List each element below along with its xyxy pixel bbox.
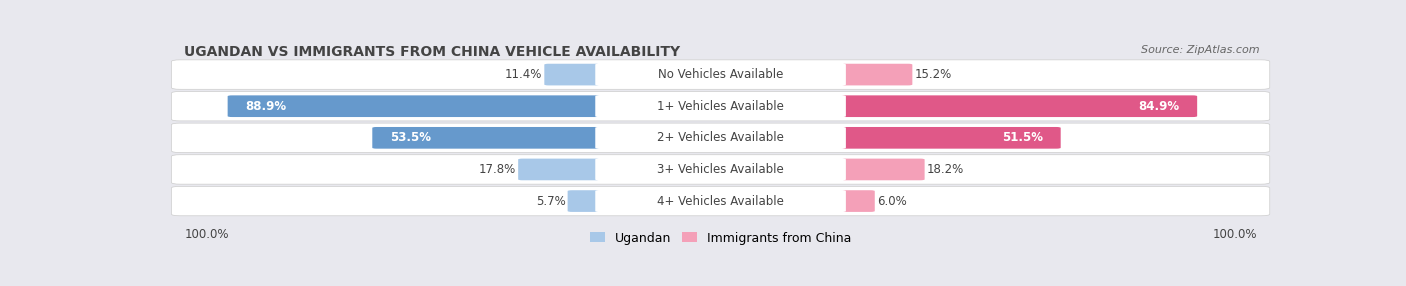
FancyBboxPatch shape (595, 190, 846, 212)
Text: 18.2%: 18.2% (927, 163, 965, 176)
Text: 100.0%: 100.0% (1212, 228, 1257, 241)
FancyBboxPatch shape (595, 158, 846, 180)
Text: Source: ZipAtlas.com: Source: ZipAtlas.com (1142, 45, 1260, 55)
FancyBboxPatch shape (172, 60, 1270, 89)
FancyBboxPatch shape (373, 127, 599, 149)
Text: 15.2%: 15.2% (914, 68, 952, 81)
FancyBboxPatch shape (842, 159, 925, 180)
Text: 4+ Vehicles Available: 4+ Vehicles Available (657, 194, 785, 208)
Text: 51.5%: 51.5% (1002, 131, 1043, 144)
FancyBboxPatch shape (595, 95, 846, 117)
Legend: Ugandan, Immigrants from China: Ugandan, Immigrants from China (586, 228, 855, 248)
FancyBboxPatch shape (172, 155, 1270, 184)
Text: 3+ Vehicles Available: 3+ Vehicles Available (657, 163, 785, 176)
Text: 6.0%: 6.0% (877, 194, 907, 208)
Text: 2+ Vehicles Available: 2+ Vehicles Available (657, 131, 785, 144)
Text: 11.4%: 11.4% (505, 68, 543, 81)
Text: 5.7%: 5.7% (536, 194, 565, 208)
FancyBboxPatch shape (544, 64, 599, 86)
Text: 17.8%: 17.8% (479, 163, 516, 176)
Text: 88.9%: 88.9% (245, 100, 287, 113)
FancyBboxPatch shape (172, 123, 1270, 152)
Text: 53.5%: 53.5% (389, 131, 430, 144)
FancyBboxPatch shape (595, 127, 846, 149)
FancyBboxPatch shape (519, 159, 599, 180)
Text: 100.0%: 100.0% (184, 228, 229, 241)
FancyBboxPatch shape (172, 92, 1270, 121)
FancyBboxPatch shape (842, 190, 875, 212)
Text: 84.9%: 84.9% (1139, 100, 1180, 113)
Text: 1+ Vehicles Available: 1+ Vehicles Available (657, 100, 785, 113)
Text: No Vehicles Available: No Vehicles Available (658, 68, 783, 81)
FancyBboxPatch shape (595, 63, 846, 86)
FancyBboxPatch shape (842, 95, 1197, 117)
Text: UGANDAN VS IMMIGRANTS FROM CHINA VEHICLE AVAILABILITY: UGANDAN VS IMMIGRANTS FROM CHINA VEHICLE… (184, 45, 681, 59)
FancyBboxPatch shape (228, 95, 599, 117)
FancyBboxPatch shape (842, 127, 1060, 149)
FancyBboxPatch shape (842, 64, 912, 86)
FancyBboxPatch shape (568, 190, 599, 212)
FancyBboxPatch shape (172, 186, 1270, 216)
